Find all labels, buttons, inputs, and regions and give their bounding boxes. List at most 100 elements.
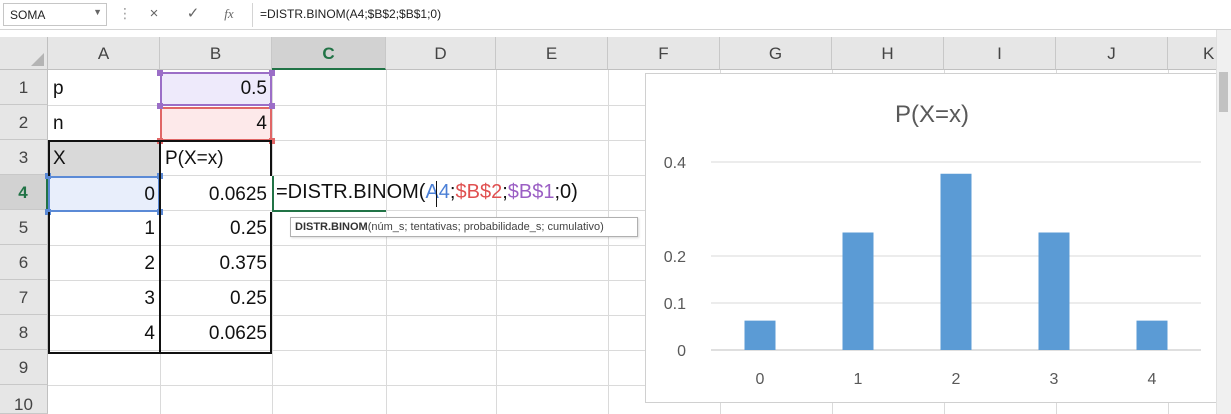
table-border (270, 140, 272, 176)
chevron-down-icon[interactable]: ▼ (93, 7, 102, 17)
chart-svg: P(X=x) 0 0.1 0.2 0.4 0 1 2 3 4 (664, 101, 1201, 388)
text-caret (436, 181, 437, 207)
drag-handle-icon[interactable]: ⋮ (118, 5, 132, 21)
active-cell-c4[interactable] (272, 176, 386, 212)
cell-b4[interactable]: 0.0625 (208, 184, 267, 205)
table-border (48, 352, 272, 354)
edit-sep: ; (502, 181, 508, 203)
cell-b1[interactable]: 0.5 (240, 78, 267, 99)
chart-title: P(X=x) (895, 101, 969, 128)
row-header-7[interactable]: 7 (0, 280, 48, 315)
cell-a6[interactable]: 2 (144, 253, 155, 274)
cell-edit-formula[interactable]: =DISTR.BINOM(A4;$B$2;$B$1;0) (276, 181, 578, 204)
bar (940, 173, 972, 350)
cell-b8[interactable]: 0.0625 (208, 323, 267, 344)
table-border (159, 140, 161, 353)
y-tick-label: 0 (677, 343, 686, 360)
cell-a5[interactable]: 1 (144, 218, 155, 239)
range-handle[interactable] (157, 70, 163, 76)
formula-input[interactable]: =DISTR.BINOM(A4;$B$2;$B$1;0) (260, 7, 442, 21)
bar (744, 320, 776, 350)
column-header-i[interactable]: I (944, 37, 1056, 70)
row-header-2[interactable]: 2 (0, 105, 48, 140)
row-header-8[interactable]: 8 (0, 315, 48, 350)
column-header-d[interactable]: D (386, 37, 496, 70)
table-border (48, 212, 50, 353)
bar (1136, 320, 1168, 350)
x-tick-label: 4 (1148, 371, 1157, 388)
tooltip-args: (núm_s; tentativas; probabilidade_s; cum… (367, 221, 604, 233)
cell-a7[interactable]: 3 (144, 288, 155, 309)
chart[interactable]: P(X=x) 0 0.1 0.2 0.4 0 1 2 3 4 (645, 73, 1218, 403)
edit-arg-a4: A4 (425, 181, 450, 203)
range-handle[interactable] (45, 173, 51, 179)
formula-bar-divider (252, 3, 253, 27)
row-header-10[interactable]: 10 (0, 385, 48, 414)
gridline (48, 385, 1231, 386)
cancel-icon[interactable]: × (149, 5, 159, 22)
row-header-3[interactable]: 3 (0, 140, 48, 175)
x-tick-label: 3 (1050, 371, 1059, 388)
column-header-g[interactable]: G (720, 37, 832, 70)
range-highlight-b1 (160, 72, 272, 106)
range-handle[interactable] (269, 138, 275, 144)
cell-a3[interactable]: X (53, 148, 66, 169)
x-tick-label: 0 (756, 371, 765, 388)
cell-a2[interactable]: n (53, 113, 64, 134)
bar (842, 232, 874, 350)
enter-icon[interactable]: ✓ (186, 5, 200, 22)
range-handle[interactable] (157, 103, 163, 109)
edit-fn: =DISTR.BINOM( (276, 181, 426, 203)
column-header-a[interactable]: A (48, 37, 160, 70)
cell-b5[interactable]: 0.25 (230, 218, 267, 239)
edit-tail: ;0) (554, 181, 578, 203)
row-header-4[interactable]: 4 (0, 175, 48, 210)
function-tooltip[interactable]: DISTR.BINOM(núm_s; tentativas; probabili… (290, 217, 638, 237)
range-highlight-b2 (160, 107, 272, 141)
cell-a1[interactable]: p (53, 78, 64, 99)
edit-arg-b1: $B$1 (507, 181, 555, 203)
bar (1038, 232, 1070, 350)
row-header-6[interactable]: 6 (0, 245, 48, 280)
cell-a8[interactable]: 4 (144, 323, 155, 344)
table-border (270, 212, 272, 353)
gridline (48, 350, 1231, 351)
select-all-button[interactable] (0, 37, 48, 70)
row-header-9[interactable]: 9 (0, 350, 48, 385)
name-box[interactable]: SOMA ▼ (3, 3, 107, 26)
edit-arg-b2: $B$2 (455, 181, 503, 203)
column-header-e[interactable]: E (496, 37, 608, 70)
gridline (48, 280, 1231, 281)
cell-b7[interactable]: 0.25 (230, 288, 267, 309)
column-header-f[interactable]: F (608, 37, 720, 70)
tooltip-function-name[interactable]: DISTR.BINOM (295, 221, 368, 233)
cell-b2[interactable]: 4 (256, 113, 267, 134)
cell-b3[interactable]: P(X=x) (165, 148, 224, 169)
row-header-5[interactable]: 5 (0, 210, 48, 245)
gridline (48, 105, 1231, 106)
column-header-c[interactable]: C (272, 37, 386, 70)
gridline (386, 70, 387, 414)
y-tick-label: 0.2 (664, 249, 686, 266)
cell-a4[interactable]: 0 (144, 184, 155, 205)
edit-sep: ; (449, 181, 456, 203)
scrollbar-thumb[interactable] (1219, 72, 1228, 112)
range-handle[interactable] (269, 103, 275, 109)
gridline (48, 175, 1231, 176)
gridline (48, 245, 1231, 246)
vertical-scrollbar[interactable] (1216, 30, 1231, 414)
cell-b6[interactable]: 0.375 (219, 253, 267, 274)
column-header-b[interactable]: B (160, 37, 272, 70)
x-tick-label: 2 (952, 371, 961, 388)
name-box-value: SOMA (10, 8, 46, 22)
select-all-triangle-icon (31, 53, 44, 66)
header-fill-a3 (49, 141, 160, 176)
column-header-h[interactable]: H (832, 37, 944, 70)
range-handle[interactable] (269, 70, 275, 76)
gridline (496, 70, 497, 414)
insert-function-icon[interactable]: fx (224, 6, 234, 21)
table-border (48, 140, 50, 176)
row-header-1[interactable]: 1 (0, 70, 48, 105)
gridline (48, 140, 1231, 141)
column-header-j[interactable]: J (1056, 37, 1168, 70)
